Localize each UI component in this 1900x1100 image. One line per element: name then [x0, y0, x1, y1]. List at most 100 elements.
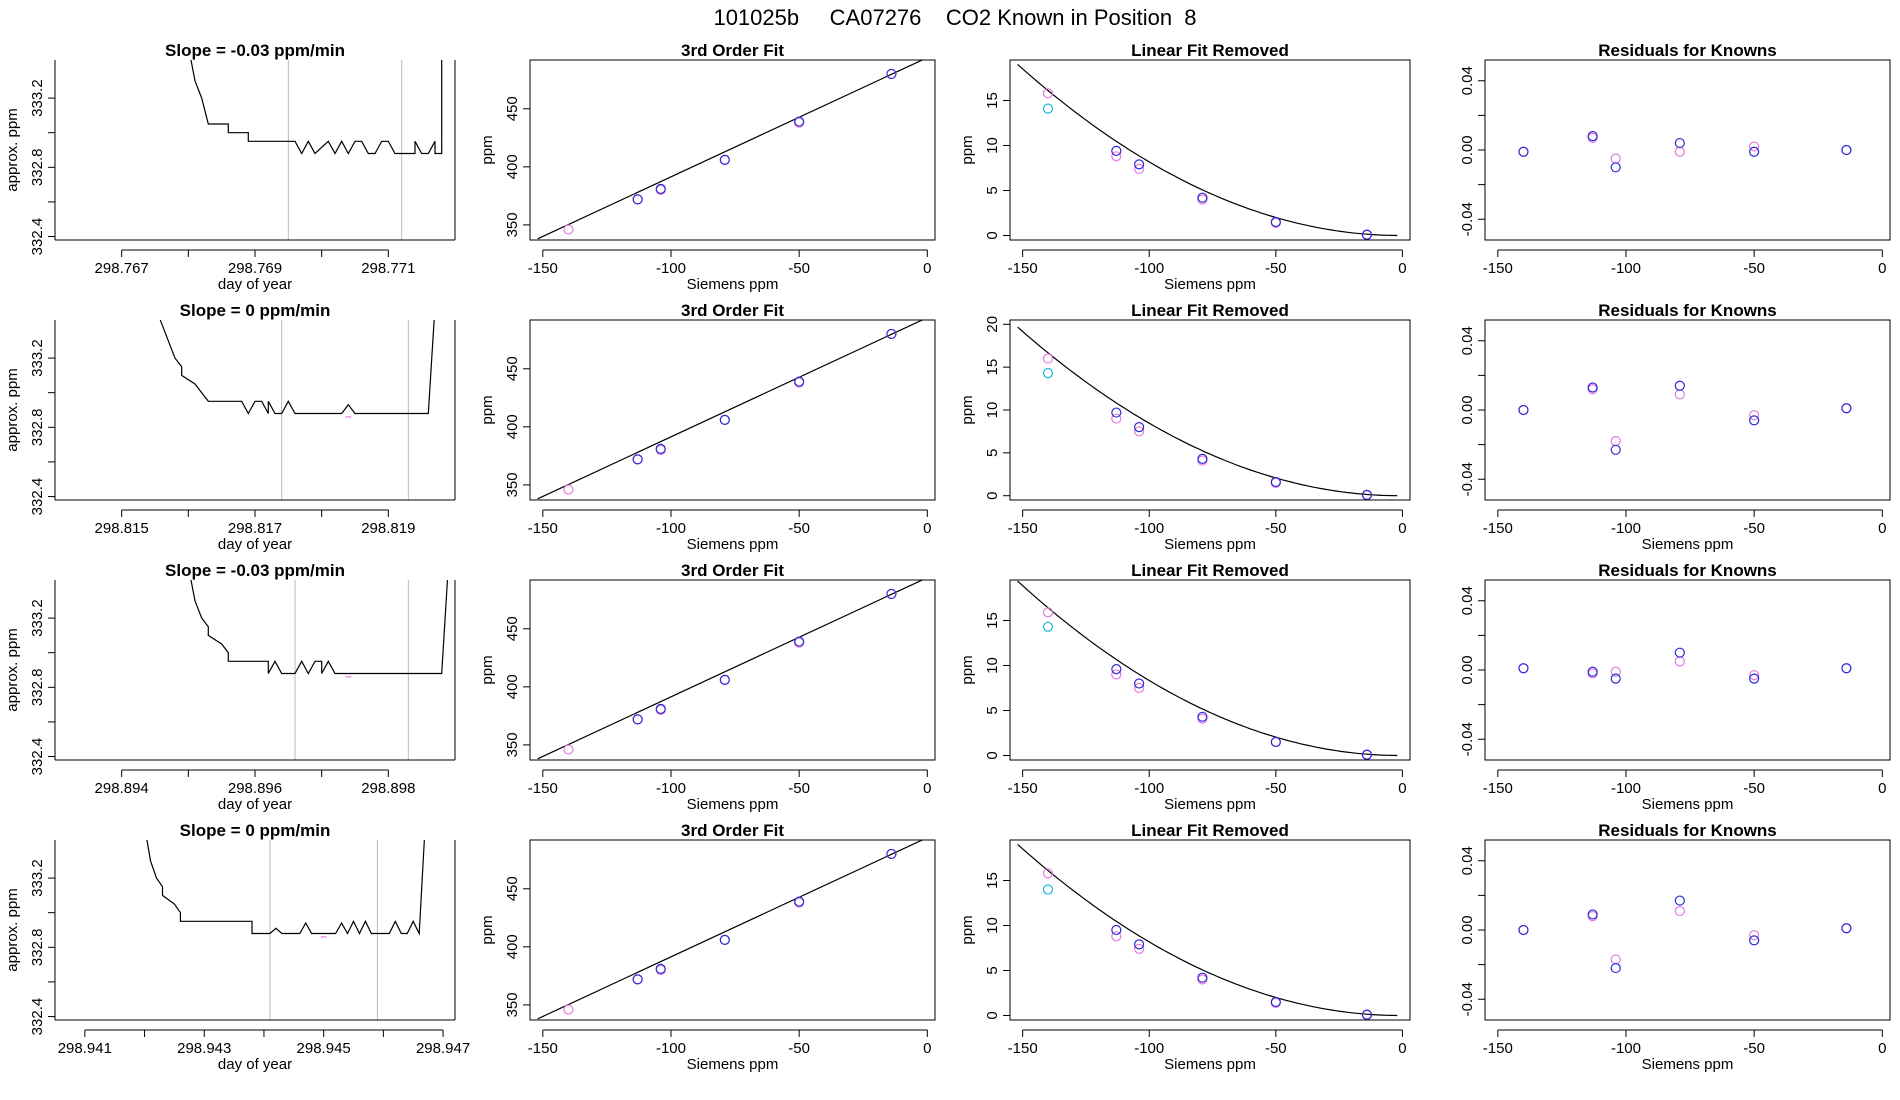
x-tick-label: 0 [1398, 1040, 1406, 1057]
y-axis-label: approx. ppm [4, 108, 21, 191]
x-tick-label: 0 [1878, 780, 1886, 797]
blue-point [794, 896, 805, 907]
blue-point [1518, 404, 1529, 416]
y-axis-label: approx. ppm [4, 628, 21, 711]
plot-area [159, 320, 435, 500]
plot-frame [529, 59, 936, 241]
x-tick-label: 298.898 [361, 780, 415, 797]
plot-frame [1009, 59, 1411, 241]
blue-point [1674, 380, 1685, 391]
y-tick-label: 450 [504, 616, 521, 641]
pink-point [1674, 146, 1685, 157]
y-tick-label: 0.00 [1459, 395, 1476, 424]
y-tick-label: 450 [504, 96, 521, 121]
panel-13: Slope = 0 ppm/min 298.941 298.943 298.945 29… [4, 821, 470, 1073]
y-axis-label: approx. ppm [4, 368, 21, 451]
blue-point [886, 68, 897, 80]
y-tick-label: 450 [504, 356, 521, 381]
fit-line [537, 60, 924, 240]
panel-5: Slope = 0 ppm/min 298.815 298.817 298.819 33… [4, 301, 456, 553]
y-tick-label: 5 [984, 186, 1001, 194]
blue-point [719, 154, 730, 165]
plot-frame [1009, 839, 1411, 1021]
pink-point [1134, 163, 1145, 174]
panel-title: Slope = -0.03 ppm/min [165, 561, 345, 580]
y-axis-label: ppm [479, 915, 496, 944]
y-tick-label: 332.8 [29, 929, 46, 967]
plot-frame [1484, 839, 1891, 1021]
x-tick-label: 298.767 [95, 260, 149, 277]
x-tick-label: -100 [656, 780, 686, 797]
blue-point [1610, 162, 1621, 173]
y-tick-label: -0.04 [1459, 982, 1476, 1016]
x-tick-label: -50 [1743, 520, 1765, 537]
x-tick-label: -50 [1743, 260, 1765, 277]
pink-point [563, 744, 574, 755]
x-tick-label: 0 [923, 1040, 931, 1057]
blue-point [1134, 422, 1145, 433]
x-tick-label: -50 [1743, 780, 1765, 797]
y-axis-label: ppm [959, 915, 976, 944]
y-tick-label: 332.4 [29, 478, 46, 516]
y-tick-label: 332.8 [29, 669, 46, 707]
cyan-point [1042, 103, 1054, 114]
y-tick-label: 333.2 [29, 599, 46, 637]
pink-point [1610, 153, 1621, 164]
blue-point [794, 636, 805, 647]
panel-title: Slope = -0.03 ppm/min [165, 41, 345, 60]
blue-point [1197, 453, 1208, 464]
blue-point [1587, 909, 1598, 920]
x-tick-label: 0 [1398, 260, 1406, 277]
panel-3: Linear Fit Removed -150 -100 -50 0 0 5 10 15 Siem… [959, 41, 1411, 293]
fit-curve [1017, 63, 1398, 237]
fit-line [537, 840, 924, 1020]
x-axis-label: Siemens ppm [687, 796, 779, 813]
blue-point [1270, 736, 1281, 748]
blue-point [794, 376, 805, 387]
x-tick-label: -100 [1134, 780, 1164, 797]
x-tick-label: 0 [1398, 780, 1406, 797]
fit-curve [1017, 843, 1398, 1017]
y-tick-label: 10 [984, 137, 1001, 154]
y-tick-label: 332.8 [29, 149, 46, 187]
blue-point [1841, 144, 1852, 156]
blue-point [1111, 145, 1122, 156]
plot-area [1518, 895, 1852, 974]
x-tick-label: -100 [656, 520, 686, 537]
pink-point [1749, 141, 1760, 152]
y-tick-label: 0.00 [1459, 135, 1476, 164]
y-tick-label: 5 [984, 706, 1001, 714]
blue-point [719, 414, 730, 425]
blue-point [1674, 895, 1685, 906]
panel-title: Linear Fit Removed [1131, 821, 1289, 840]
y-axis-label: approx. ppm [4, 888, 21, 971]
y-tick-label: 350 [504, 212, 521, 237]
y-axis-label: ppm [959, 395, 976, 424]
x-tick-label: -150 [528, 780, 558, 797]
x-tick-label: 0 [1878, 520, 1886, 537]
plot-frame [1009, 579, 1411, 761]
y-tick-label: -0.04 [1459, 722, 1476, 756]
pink-point [1610, 666, 1621, 677]
y-tick-label: 332.4 [29, 218, 46, 256]
y-tick-label: 0.04 [1459, 326, 1476, 355]
y-tick-label: 400 [504, 674, 521, 699]
blue-point [1587, 666, 1598, 677]
blue-point [1197, 972, 1208, 983]
y-tick-label: 10 [984, 917, 1001, 934]
x-tick-label: 298.947 [416, 1040, 470, 1057]
x-axis-label: Siemens ppm [1642, 796, 1734, 813]
blue-point [1587, 131, 1598, 142]
y-tick-label: 10 [984, 657, 1001, 674]
x-tick-label: -100 [656, 1040, 686, 1057]
x-tick-label: 298.894 [95, 780, 149, 797]
plot-frame [529, 579, 936, 761]
x-tick-label: -100 [656, 260, 686, 277]
x-tick-label: -50 [788, 780, 810, 797]
x-tick-label: -50 [1265, 1040, 1287, 1057]
x-tick-label: -100 [1134, 1040, 1164, 1057]
pink-point [1134, 682, 1145, 694]
blue-point [1518, 663, 1529, 674]
y-tick-label: 450 [504, 876, 521, 901]
y-tick-label: 0 [984, 751, 1001, 759]
